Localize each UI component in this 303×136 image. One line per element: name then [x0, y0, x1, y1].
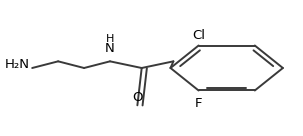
Text: N: N: [105, 41, 115, 55]
Text: Cl: Cl: [192, 29, 205, 42]
Text: O: O: [132, 92, 143, 104]
Text: F: F: [195, 97, 202, 110]
Text: H₂N: H₂N: [4, 58, 29, 70]
Text: H: H: [106, 34, 114, 44]
